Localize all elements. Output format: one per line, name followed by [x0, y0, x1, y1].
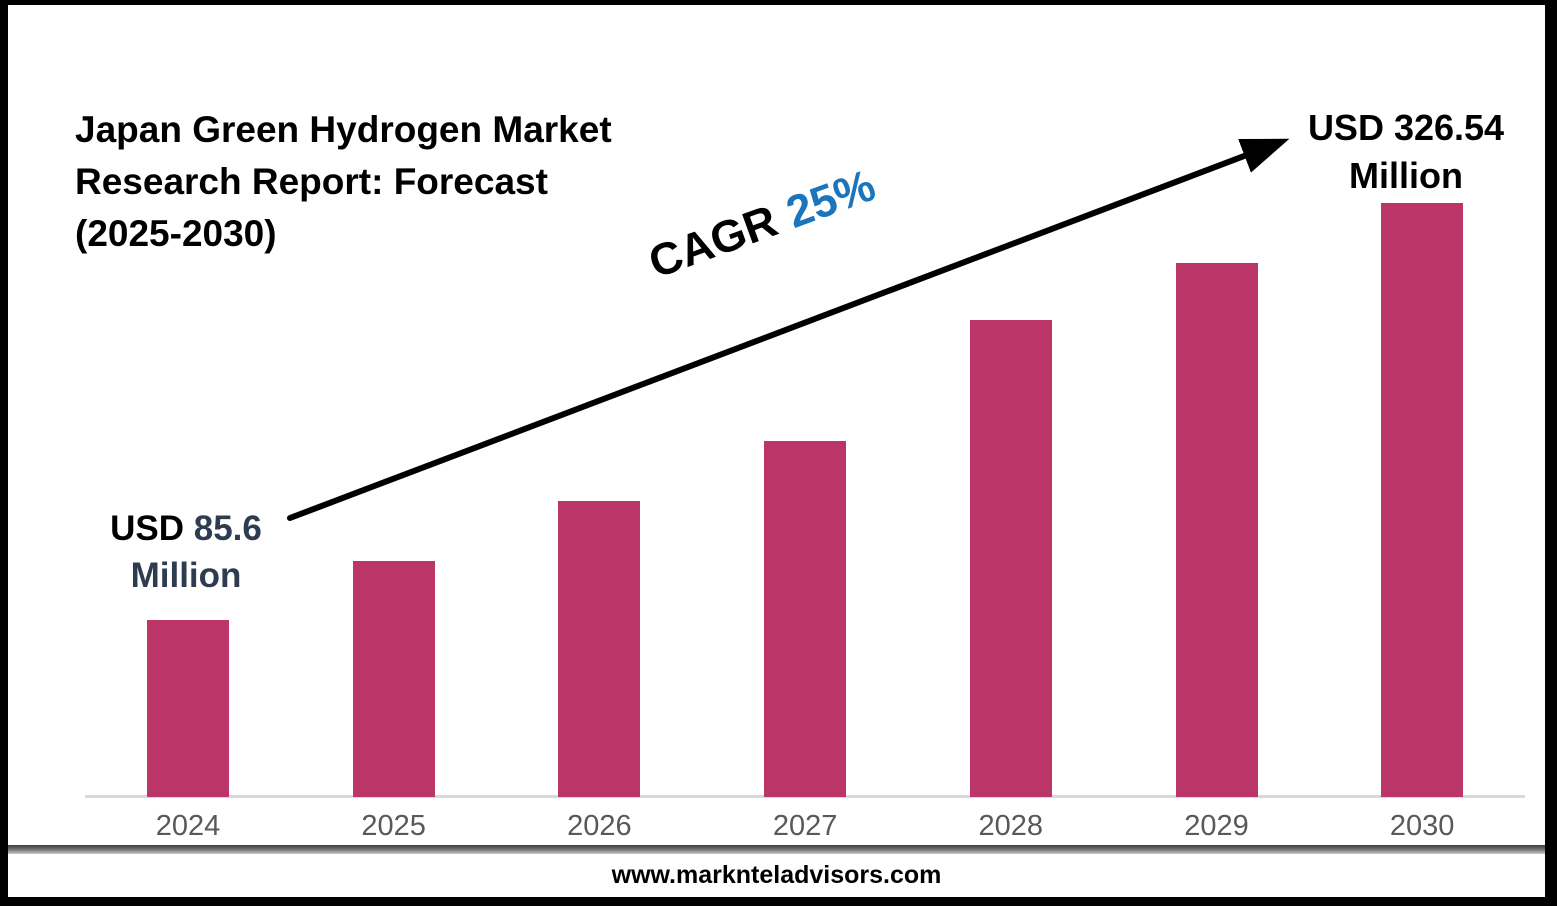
chart-title-line-3: (2025-2030) — [75, 213, 277, 254]
start-value-callout: USD 85.6 Million — [66, 505, 306, 599]
end-value-line-1: USD 326.54 — [1307, 107, 1505, 148]
end-value-line-2: Million — [1349, 155, 1463, 196]
x-tick-2024: 2024 — [155, 810, 221, 842]
bar-2024 — [147, 620, 229, 797]
end-value-callout: USD 326.54 Million — [1286, 104, 1526, 200]
bar-2029 — [1175, 263, 1258, 797]
start-value-line-1: USD 85.6 — [66, 505, 306, 552]
x-tick-2030: 2030 — [1389, 810, 1455, 842]
bar-2030 — [1381, 203, 1464, 797]
footer-url: www.marknteladvisors.com — [611, 861, 942, 889]
footer-bar: www.marknteladvisors.com — [8, 854, 1545, 897]
bar-2028 — [969, 320, 1052, 797]
bar-2027 — [764, 441, 847, 797]
x-tick-2025: 2025 — [361, 810, 426, 842]
start-value-number: 85.6 — [193, 509, 262, 548]
x-tick-2028: 2028 — [978, 810, 1044, 842]
footer-separator — [8, 845, 1545, 854]
x-tick-2027: 2027 — [772, 810, 838, 842]
bar-2026 — [558, 501, 641, 797]
x-tick-2026: 2026 — [567, 810, 632, 842]
start-value-prefix: USD — [110, 509, 185, 548]
start-value-unit: Million — [130, 556, 242, 595]
bar-2025 — [352, 561, 435, 797]
x-tick-2029: 2029 — [1184, 810, 1249, 842]
